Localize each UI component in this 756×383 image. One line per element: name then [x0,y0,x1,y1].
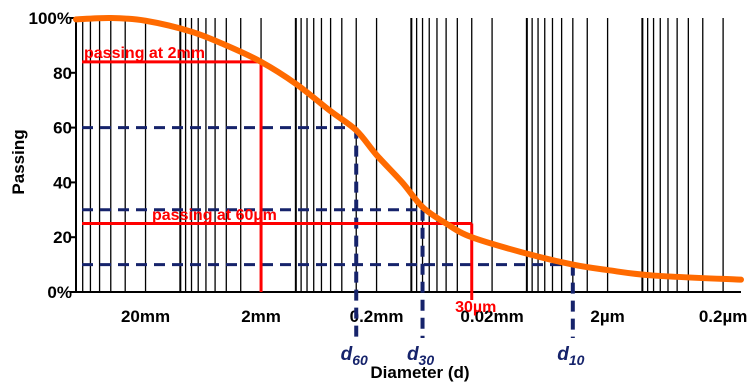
x-tick-label: 2µm [590,307,624,326]
y-tick-label: 40 [53,173,72,192]
x-tick-label: 0.02mm [460,307,523,326]
label-passing-60um: passing at 60µm [152,207,277,224]
x-tick-label: 0.2mm [350,307,404,326]
x-tick-label: 2mm [241,307,281,326]
y-axis: 0% 20 40 60 80 100% [29,9,76,302]
annotation-labels: passing at 2mm passing at 60µm 30µm [84,45,496,316]
y-axis-title: Passing [9,129,28,194]
y-tick-label: 20 [53,228,72,247]
y-tick-label: 0% [47,283,72,302]
percentile-label-d60: d60 [341,344,368,368]
y-tick-label: 60 [53,119,72,138]
grading-curve [73,14,744,283]
percentile-guides: d60 d30 d10 [82,126,585,368]
y-tick-label: 100% [29,9,72,28]
y-tick-label: 80 [53,64,72,83]
label-passing-2mm: passing at 2mm [84,45,205,62]
x-axis: 20mm 2mm 0.2mm 0.02mm 2µm 0.2µm [121,307,747,326]
percentile-label-d10: d10 [557,344,584,368]
x-axis-title: Diameter (d) [370,363,469,382]
percentile-label-d30: d30 [407,344,434,368]
label-30um: 30µm [455,299,496,316]
x-tick-label: 20mm [121,307,170,326]
x-tick-label: 0.2µm [699,307,748,326]
grid-lines [75,18,741,293]
